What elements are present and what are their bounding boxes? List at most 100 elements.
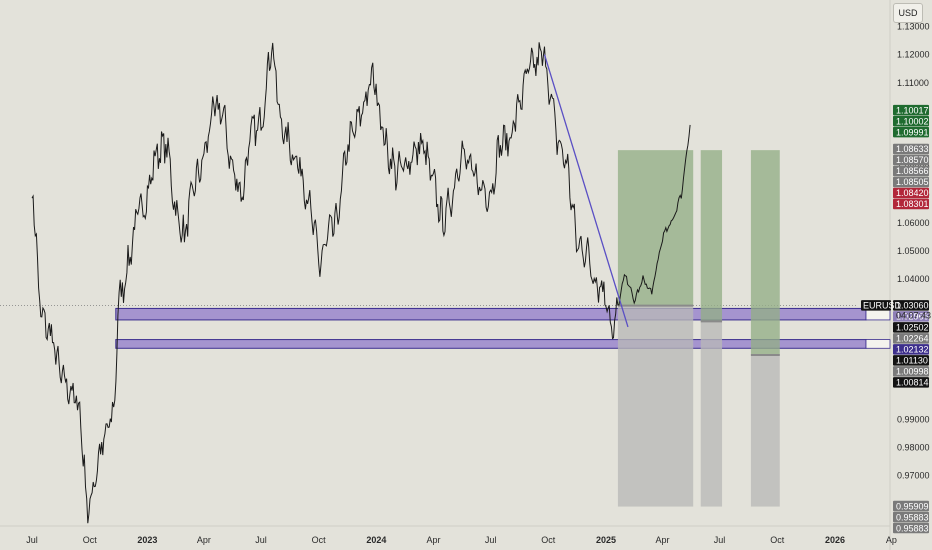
price-tag-label: 1.00814 (896, 378, 929, 388)
price-tag-bg (893, 522, 929, 534)
currency-button[interactable]: USD (893, 3, 923, 23)
price-tag-bg (893, 377, 929, 388)
price-tag-bg (893, 143, 929, 155)
x-tick-label: Jul (26, 535, 38, 545)
price-tag: 0.95909 (893, 500, 929, 512)
stop-zone-3 (750, 355, 780, 507)
price-tag-label: 1.02502 (896, 323, 929, 333)
price-tag-label: 1.08420 (896, 188, 929, 198)
price-tag-label: 1.08570 (896, 155, 929, 165)
symbol-badge-bg (861, 300, 891, 311)
y-tick-label: 1.13000 (897, 22, 930, 32)
price-tag-label: 1.08301 (896, 199, 929, 209)
price-tag: 1.08633 (893, 143, 929, 155)
price-tag-label: 1.03060 (896, 301, 929, 311)
symbol-badge: EURUSD (861, 300, 902, 311)
x-tick-label: Ap (886, 535, 897, 545)
y-tick-label: 1.12000 (897, 50, 930, 60)
price-tag-label: 1.09991 (896, 127, 929, 137)
price-tag-bg (893, 311, 929, 322)
price-tag-bg (893, 126, 929, 138)
y-tick-label: 1.04000 (897, 274, 930, 284)
x-tick-label: Apr (197, 535, 211, 545)
target-zone-3 (750, 150, 780, 356)
price-tag-label: 0.95883 (896, 523, 929, 533)
price-tag: 1.01130 (893, 355, 929, 366)
price-series-line (31, 42, 619, 524)
stop-zone-2 (700, 321, 723, 507)
price-tag: 1.09991 (893, 126, 929, 138)
price-tag-bg (893, 154, 929, 166)
x-tick-label: Oct (312, 535, 327, 545)
price-tag: 1.00998 (893, 366, 929, 377)
x-tick-label: Jul (255, 535, 267, 545)
price-tag: 0.95883 (893, 511, 929, 523)
price-tag-bg (893, 115, 929, 127)
price-tag: 0.95883 (893, 522, 929, 534)
x-tick-label: 2024 (366, 535, 386, 545)
price-tag: 1.02264 (893, 333, 929, 344)
price-tag: 1.08420 (893, 187, 929, 199)
price-tag-label: 1.08505 (896, 177, 929, 187)
forecast-path (617, 124, 691, 306)
price-tag-bg (893, 344, 929, 355)
x-axis: Jul Oct 2023 Apr Jul Oct 2024 Apr Jul Oct 2025 Apr J… (26, 535, 897, 545)
price-tag-bg (893, 165, 929, 177)
symbol-label: EURUSD (863, 301, 902, 311)
y-tick-label: 1.05000 (897, 246, 930, 256)
price-tag-bg (893, 176, 929, 188)
x-tick-label: 2025 (596, 535, 616, 545)
price-tag-bg (893, 366, 929, 377)
price-tag: 1.08570 (893, 154, 929, 166)
price-tag-label: 1.10002 (896, 116, 929, 126)
support-zone-ext-2 (865, 339, 891, 349)
price-tag: 1.00814 (893, 377, 929, 388)
price-tag: 1.08566 (893, 165, 929, 177)
x-tick-label: Apr (426, 535, 440, 545)
projection-box-layer (617, 150, 780, 507)
price-tag-bg (893, 333, 929, 344)
price-tag-label: 1.08633 (896, 144, 929, 154)
target-zone-1 (617, 150, 694, 306)
price-line-layer (31, 42, 619, 524)
price-tag-layer: 1.100171.100021.099911.086331.085701.085… (861, 104, 931, 534)
x-tick-label: Jul (714, 535, 726, 545)
price-tag-label: 1.10017 (896, 105, 929, 115)
price-tag: 1.02132 (893, 344, 929, 355)
price-tag: 1.10017 (893, 104, 929, 116)
price-tag-bg (893, 355, 929, 366)
price-tag-bg (893, 500, 929, 512)
x-tick-label: Oct (770, 535, 785, 545)
price-tag: 1.10002 (893, 115, 929, 127)
x-tick-label: 2026 (825, 535, 845, 545)
x-tick-label: Oct (83, 535, 98, 545)
trendline (543, 54, 629, 328)
countdown-label: 04:07:43 (896, 311, 931, 321)
y-axis: 1.130001.120001.110001.080001.070001.060… (897, 22, 930, 481)
price-tag: 1.02502 (893, 322, 929, 333)
drawing-layer (543, 54, 691, 328)
price-tag: 1.08301 (893, 198, 929, 210)
price-tag: 1.02966 (893, 311, 929, 322)
x-tick-label: Jul (485, 535, 497, 545)
y-tick-label: 1.11000 (897, 78, 929, 88)
price-tag-label: 0.95883 (896, 512, 929, 522)
price-tag-bg (893, 322, 929, 333)
price-tag-bg (893, 187, 929, 199)
x-tick-label: 2023 (137, 535, 157, 545)
price-tag-bg (893, 300, 929, 311)
price-tag-bg (893, 511, 929, 523)
y-tick-label: 0.97000 (897, 471, 930, 481)
price-tag: 1.08505 (893, 176, 929, 188)
price-tag-label: 1.00998 (896, 367, 929, 377)
zone-layer (115, 307, 891, 349)
x-tick-label: Oct (541, 535, 556, 545)
price-tag-label: 0.95909 (896, 501, 929, 511)
y-tick-label: 0.99000 (897, 415, 930, 425)
price-tag-label: 1.02966 (896, 312, 929, 322)
price-tag-bg (893, 198, 929, 210)
price-tag-label: 1.02132 (896, 345, 929, 355)
y-tick-label: 1.06000 (897, 218, 930, 228)
price-tag-bg (893, 104, 929, 116)
